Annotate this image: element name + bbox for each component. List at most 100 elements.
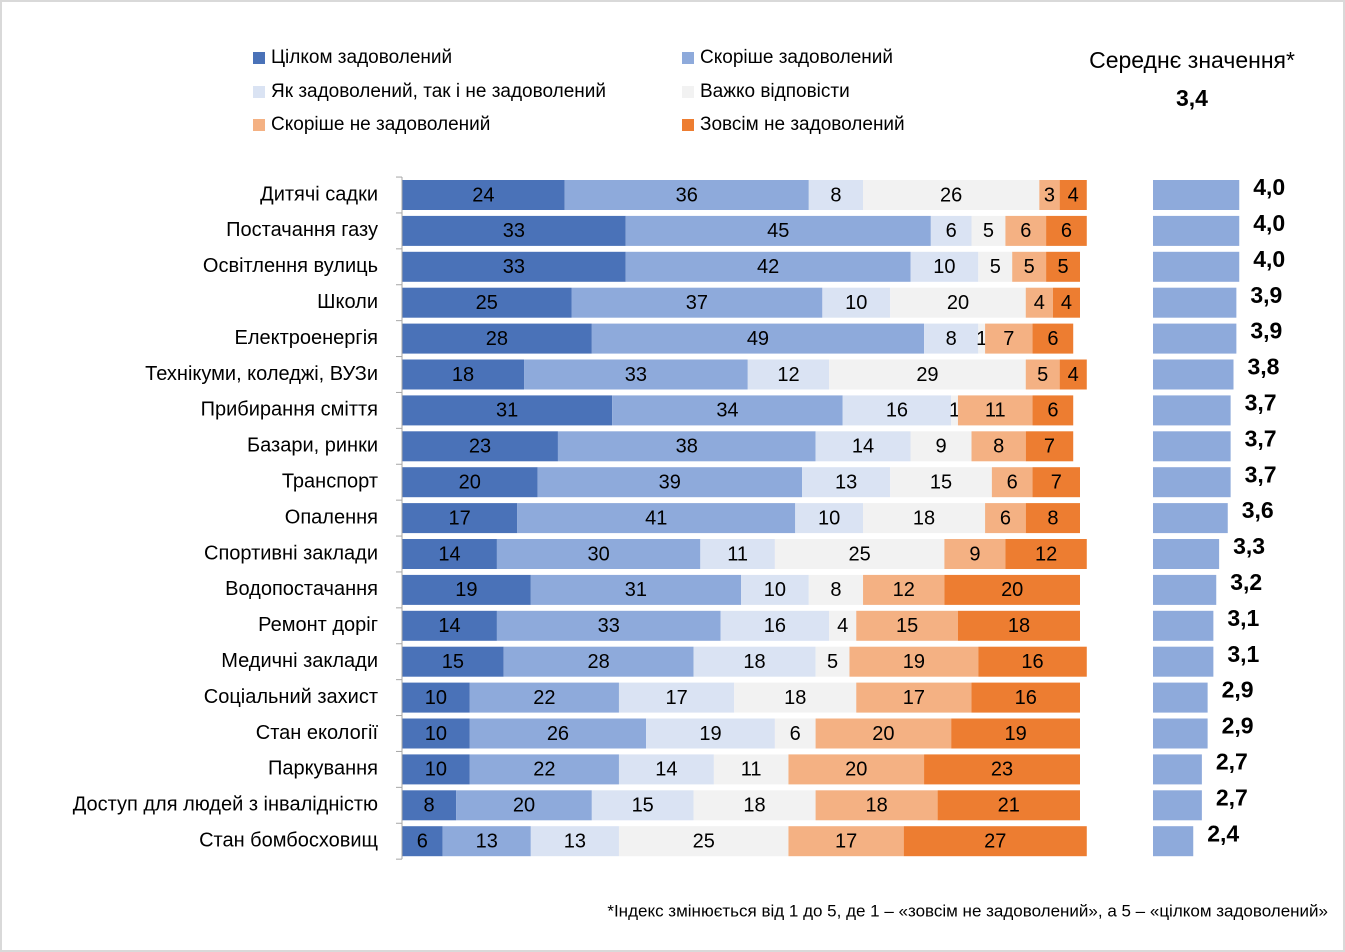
- data-label: 18: [913, 507, 935, 529]
- bar-segment: [618, 682, 735, 713]
- bar-segment: [524, 359, 748, 390]
- bar-segment: [402, 431, 558, 462]
- bar-segment: [788, 754, 925, 785]
- mean-label: 2,4: [1207, 820, 1239, 846]
- data-label: 25: [693, 830, 715, 852]
- bar-segment: [978, 251, 1013, 282]
- data-label: 4: [1068, 184, 1079, 206]
- data-label: 6: [1047, 400, 1058, 422]
- legend-label: Зовсім не задоволений: [700, 114, 905, 135]
- legend-swatch: [682, 86, 694, 98]
- bar-segment: [815, 431, 911, 462]
- bar-segment: [1032, 467, 1080, 498]
- data-label: 16: [1015, 687, 1037, 709]
- data-label: 13: [476, 830, 498, 852]
- data-label: 20: [1001, 579, 1023, 601]
- bar-segment: [978, 646, 1087, 677]
- bar-segment: [402, 215, 626, 246]
- category-label: Транспорт: [282, 470, 378, 492]
- bar-segment: [402, 826, 443, 857]
- mean-label: 2,7: [1216, 784, 1248, 810]
- data-label: 14: [655, 759, 677, 781]
- data-label: 18: [1008, 615, 1030, 637]
- data-label: 8: [830, 184, 841, 206]
- bar-segment: [402, 503, 518, 534]
- data-label: 5: [1057, 256, 1068, 278]
- mean-label: 2,7: [1216, 748, 1248, 774]
- footnote: *Індекс змінюється від 1 до 5, де 1 – «з…: [607, 901, 1328, 920]
- bar-segment: [808, 180, 864, 210]
- bar-segment: [991, 467, 1033, 498]
- bar-segment: [930, 215, 972, 246]
- data-label: 27: [984, 830, 1006, 852]
- data-label: 15: [930, 471, 952, 493]
- data-label: 4: [1034, 292, 1045, 314]
- data-label: 5: [827, 651, 838, 673]
- data-label: 10: [425, 759, 447, 781]
- data-label: 28: [486, 328, 508, 350]
- data-label: 28: [587, 651, 609, 673]
- data-label: 8: [1047, 507, 1058, 529]
- bar-segment: [693, 790, 816, 821]
- data-label: 10: [845, 292, 867, 314]
- bar-segment: [503, 646, 694, 677]
- bar-segment: [815, 790, 938, 821]
- data-label: 33: [625, 364, 647, 386]
- mean-label: 3,6: [1242, 497, 1274, 523]
- data-label: 18: [784, 687, 806, 709]
- bar-segment: [937, 790, 1080, 821]
- bar-segment: [829, 610, 857, 641]
- mean-label: 3,7: [1245, 389, 1277, 415]
- legend-swatch: [253, 119, 265, 131]
- legend-swatch: [682, 52, 694, 64]
- mean-bar: [1153, 359, 1234, 390]
- mean-bar: [1153, 467, 1231, 498]
- data-label: 18: [743, 651, 765, 673]
- bar-segment: [1039, 180, 1060, 210]
- mean-label: 3,7: [1245, 425, 1277, 451]
- bar-segment: [618, 754, 714, 785]
- mean-title: Середнє значення*: [1089, 47, 1295, 73]
- bar-segment: [910, 251, 979, 282]
- bar-segment: [1059, 359, 1087, 390]
- category-label: Соціальний захист: [204, 686, 378, 708]
- data-label: 8: [946, 328, 957, 350]
- category-label: Прибирання сміття: [201, 399, 378, 421]
- mean-bar: [1153, 503, 1228, 534]
- bar-segment: [985, 503, 1026, 534]
- bar-segment: [612, 395, 843, 426]
- bar-segment: [720, 610, 830, 641]
- data-label: 14: [438, 615, 460, 637]
- data-label: 9: [935, 436, 946, 458]
- data-label: 12: [893, 579, 915, 601]
- data-label: 23: [991, 759, 1013, 781]
- data-label: 11: [727, 543, 748, 565]
- bar-segment: [700, 539, 775, 569]
- data-label: 5: [983, 220, 994, 242]
- mean-bar: [1153, 395, 1231, 426]
- category-label: Електроенергія: [235, 327, 379, 349]
- bar-segment: [774, 718, 816, 749]
- mean-bar: [1153, 539, 1220, 569]
- bar-segment: [517, 503, 796, 534]
- bar-segment: [774, 539, 945, 569]
- data-label: 41: [645, 507, 667, 529]
- category-label: Ремонт доріг: [258, 614, 378, 636]
- data-label: 20: [872, 723, 894, 745]
- bar-segment: [951, 395, 958, 426]
- mean-bar: [1153, 574, 1217, 605]
- bar-segment: [808, 574, 864, 605]
- data-label: 21: [998, 795, 1020, 817]
- mean-bar: [1153, 610, 1214, 641]
- category-label: Базари, ринки: [247, 435, 378, 457]
- bar-segment: [1032, 395, 1074, 426]
- data-label: 6: [1047, 328, 1058, 350]
- bar-segment: [1005, 215, 1047, 246]
- bar-segment: [693, 646, 816, 677]
- bar-segment: [1046, 251, 1080, 282]
- data-label: 31: [625, 579, 647, 601]
- data-label: 8: [993, 436, 1004, 458]
- data-label: 17: [835, 830, 857, 852]
- data-label: 1: [949, 400, 960, 422]
